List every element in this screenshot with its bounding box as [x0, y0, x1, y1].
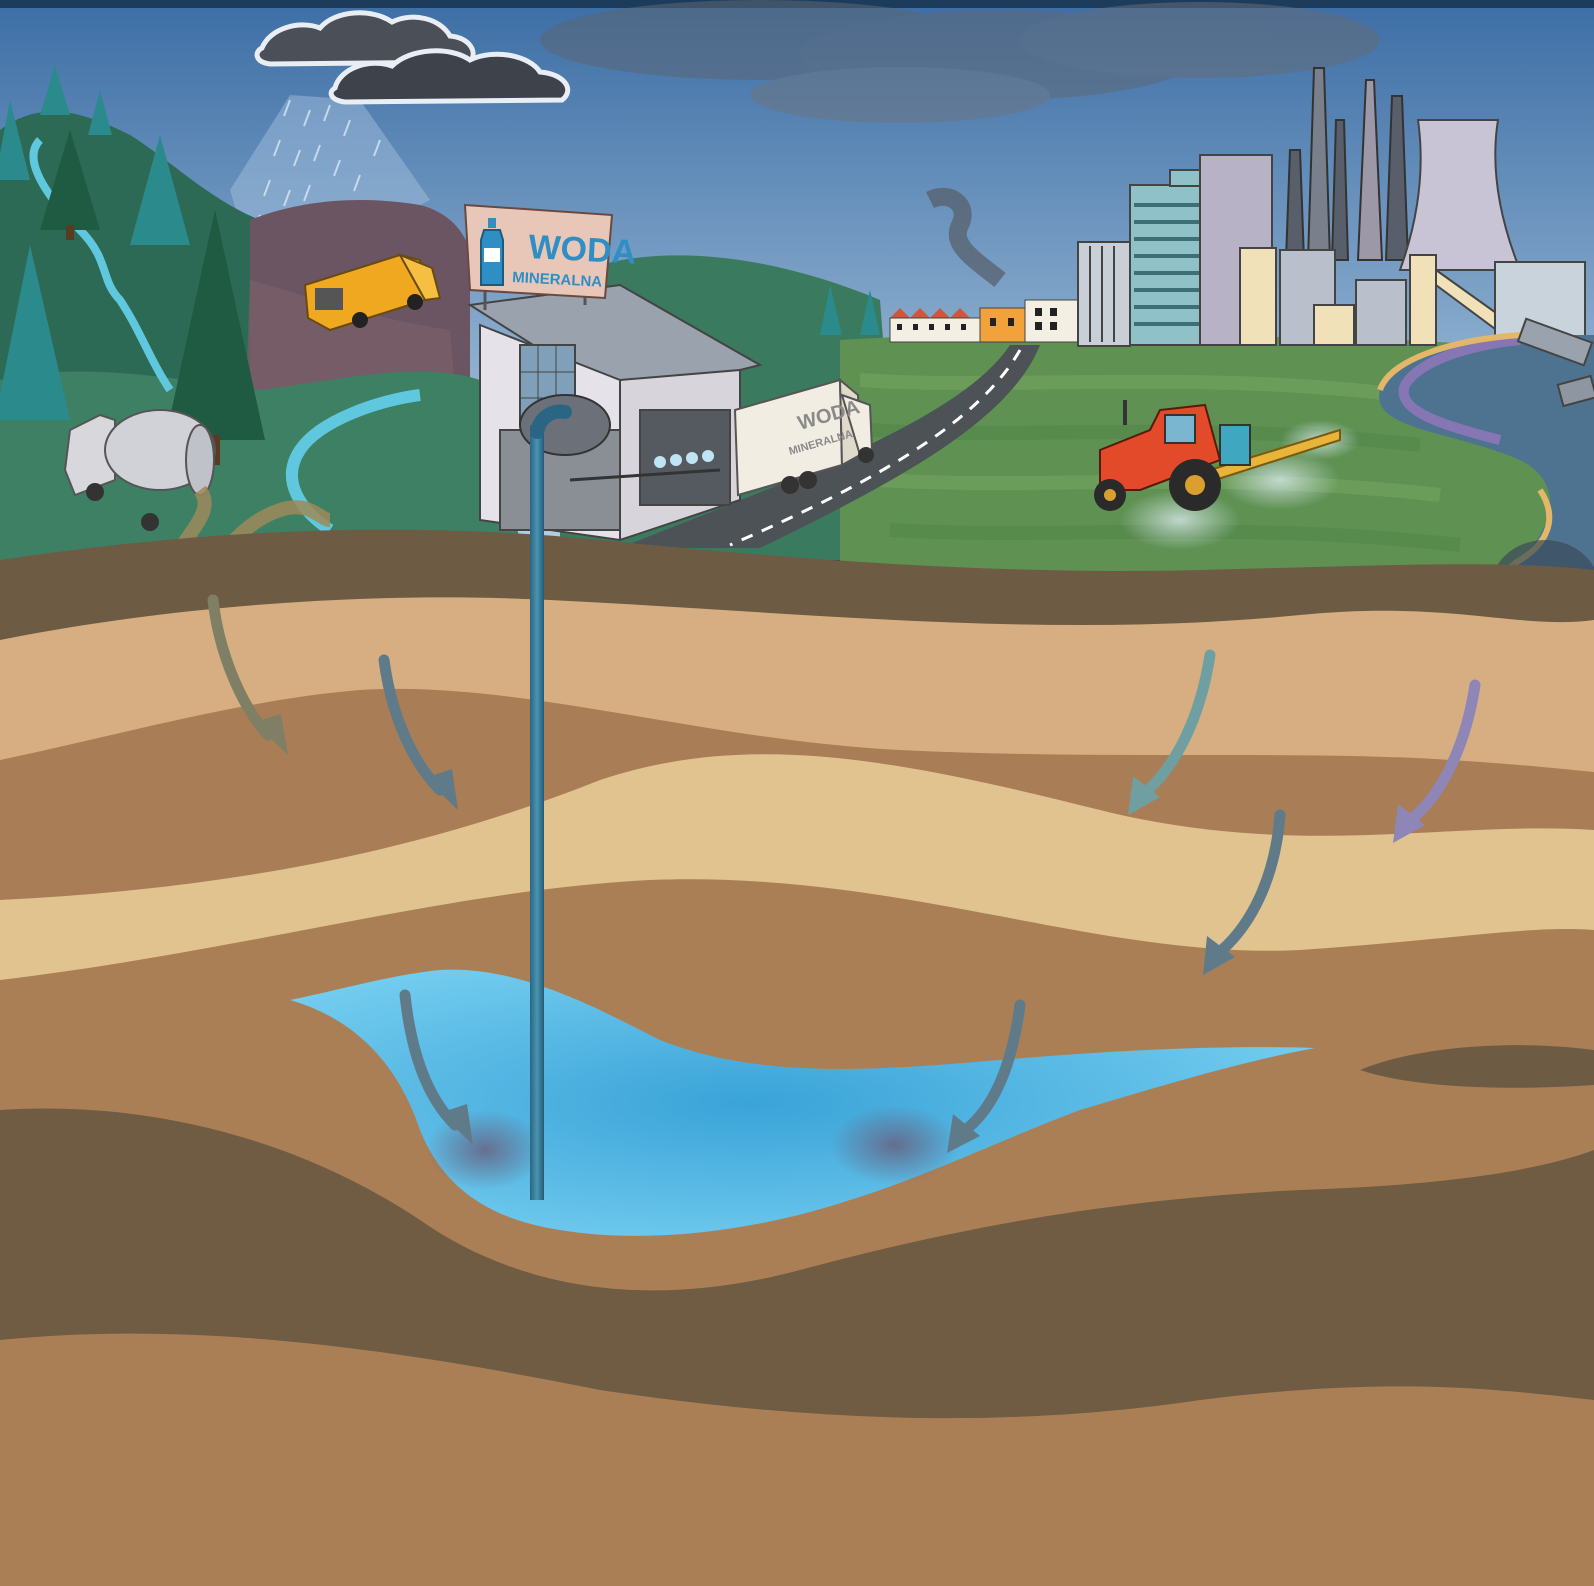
sign-title: WODA [528, 228, 637, 272]
arrow-icon [1203, 809, 1286, 975]
pollutant-arrows [207, 594, 1481, 1153]
arrow-icon [1393, 679, 1481, 843]
water-bottle-icon [480, 218, 504, 286]
bottling-plant-icon [467, 283, 763, 542]
arrow-icon [378, 654, 458, 810]
arrow-icon [1128, 649, 1216, 815]
delivery-truck-icon: WODA MINERALNA [733, 377, 874, 497]
garbage-truck-icon [303, 253, 442, 332]
sign-subtitle: MINERALNA [512, 269, 603, 291]
pipe-icon [1516, 317, 1594, 408]
smog-cloud [540, 0, 1380, 123]
mineral-water-sign: WODA MINERALNA [463, 203, 637, 310]
houses [889, 299, 1081, 343]
aquifer [290, 969, 1315, 1236]
smoke-plume [925, 187, 1006, 288]
tree-icon [0, 65, 880, 465]
pollution-spot-right [830, 1105, 960, 1185]
road [620, 345, 1040, 548]
stream [29, 137, 174, 393]
tractor-sprayer-icon [1094, 400, 1360, 550]
arrow-icon [399, 989, 473, 1145]
arrow-icon [207, 594, 288, 755]
arrow-icon [947, 999, 1026, 1153]
pollution-spot-left [425, 1110, 545, 1190]
well-pipe [530, 425, 544, 1200]
soil-layer-bottom [0, 1333, 1594, 1586]
factory-icon [1077, 67, 1586, 347]
